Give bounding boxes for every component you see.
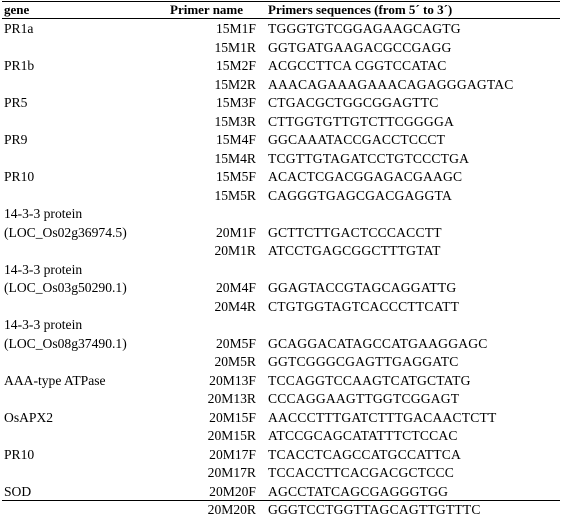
table-row: 15M4R TCGTTGTAGATCCTGTCCCTGA (0, 150, 566, 169)
primer-name-cell: 20M1F (215, 224, 256, 240)
primer-sequence-cell: ATCCGCAGCATATTTCTCCAC (268, 428, 458, 443)
table-row: AAA-type ATPase 20M13F TCCAGGTCCAAGTCATGCT… (0, 372, 566, 391)
primer-sequence-cell: GGTGATGAAGACGCCGAGG (268, 39, 452, 55)
table-row: 15M3R CTTGGTGTTGTCTTCGGGGA (0, 113, 566, 132)
primer-name-cell: 15M4R (214, 150, 256, 166)
table-row: 20M5R GGTCGGGCGAGTTGAGGATC (0, 353, 566, 372)
header-rule (2, 18, 560, 19)
gene-cell: PR10 (4, 169, 35, 184)
gene-cell: SOD (4, 483, 32, 499)
primer-sequence-cell: CTGACGCTGGCGGAGTTC (268, 95, 439, 110)
table-top-rule (2, 1, 560, 2)
table-row: SOD 20M20F AGCCTATCAGCGAGGGTGG (0, 483, 566, 502)
gene-cell: (LOC_Os08g37490.1) (4, 335, 127, 351)
primer-name-cell: 15M5F (215, 169, 256, 184)
table-row: 20M4R CTGTGGTAGTCACCCTTCATT (0, 298, 566, 317)
table-row: PR1b 15M2F ACGCCTTCA CGGTCCATAC (0, 57, 566, 76)
primer-name-cell: 20M20R (207, 502, 256, 517)
table-row: 14-3-3 protein (0, 316, 566, 335)
table-row: 15M5R CAGGGTGAGCGACGAGGTA (0, 187, 566, 206)
table-row: 20M20R GGGTCCTGGTTAGCAGTTGTTTC (0, 501, 566, 520)
primer-sequence-cell: TCCACCTTCACGACGCTCCC (268, 465, 455, 480)
primer-sequence-cell: GCAGGACATAGCCATGAAGGAGC (268, 335, 488, 351)
table-row: PR1a 15M1F TGGGTGTCGGAGAAGCAGTG (0, 20, 566, 39)
primer-sequence-cell: CTGTGGTAGTCACCCTTCATT (268, 298, 460, 314)
primer-sequence-cell: CTTGGTGTTGTCTTCGGGGA (268, 113, 454, 129)
primer-name-cell: 20M17F (209, 446, 256, 462)
gene-cell: PR1b (4, 58, 35, 73)
primer-name-cell: 20M4F (215, 280, 256, 295)
primer-sequence-cell: AAACAGAAAGAAACAGAGGGAGTAC (268, 76, 514, 92)
primer-name-cell: 15M4F (215, 132, 256, 147)
primer-sequence-cell: AACCCTTTGATCTTTGACAACTCTT (268, 409, 497, 425)
table-bottom-rule (2, 500, 560, 501)
primer-sequence-cell: CCCAGGAAGTTGGTCGGAGT (268, 391, 460, 406)
table-row: PR5 15M3F CTGACGCTGGCGGAGTTC (0, 94, 566, 113)
primer-name-cell: 20M20F (209, 483, 256, 499)
table-row: (LOC_Os03g50290.1) 20M4F GGAGTACCGTAGCAGGA… (0, 279, 566, 298)
primer-name-cell: 20M5F (215, 335, 256, 351)
primer-name-cell: 20M5R (214, 354, 256, 369)
table-row: PR10 15M5F ACACTCGACGGAGACGAAGC (0, 168, 566, 187)
primer-sequence-cell: ATCCTGAGCGGCTTTGTAT (268, 243, 441, 258)
table-row: PR10 20M17F TCACCTCAGCCATGCCATTCA (0, 446, 566, 465)
gene-cell: (LOC_Os03g50290.1) (4, 280, 127, 295)
gene-cell: PR9 (4, 132, 28, 147)
gene-cell: PR5 (4, 95, 28, 110)
table-row: 20M17R TCCACCTTCACGACGCTCCC (0, 464, 566, 483)
primer-sequence-cell: TCACCTCAGCCATGCCATTCA (268, 446, 462, 462)
header-primer-name: Primer name (170, 2, 244, 17)
primer-sequence-cell: GGTCGGGCGAGTTGAGGATC (268, 354, 459, 369)
header-gene: gene (4, 2, 30, 17)
primer-name-cell: 15M1F (215, 21, 256, 36)
primer-sequence-cell: GCTTCTTGACTCCCACCTT (268, 224, 442, 240)
primer-sequence-cell: ACGCCTTCA CGGTCCATAC (268, 58, 447, 73)
table-row: 14-3-3 protein (0, 205, 566, 224)
table-row: OsAPX2 20M15F AACCCTTTGATCTTTGACAACTCTT (0, 409, 566, 428)
primer-name-cell: 15M2F (215, 58, 256, 73)
primer-sequence-cell: TCGTTGTAGATCCTGTCCCTGA (268, 150, 470, 166)
table-row: 14-3-3 protein (0, 261, 566, 280)
primer-sequence-cell: AGCCTATCAGCGAGGGTGG (268, 483, 449, 499)
primer-sequence-cell: ACACTCGACGGAGACGAAGC (268, 169, 463, 184)
header-primer-sequences: Primers sequences (from 5´ to 3´) (268, 2, 453, 17)
primer-name-cell: 15M3R (214, 113, 256, 129)
table-row: 20M15R ATCCGCAGCATATTTCTCCAC (0, 427, 566, 446)
primer-name-cell: 20M15R (207, 428, 256, 443)
gene-cell: 14-3-3 protein (4, 206, 83, 221)
primer-sequence-cell: GGGTCCTGGTTAGCAGTTGTTTC (268, 502, 481, 517)
table-row: 20M1R ATCCTGAGCGGCTTTGTAT (0, 242, 566, 261)
primer-name-cell: 20M13R (207, 391, 256, 406)
primer-name-cell: 15M1R (214, 39, 256, 55)
gene-cell: OsAPX2 (4, 409, 54, 425)
primer-sequence-cell: TGGGTGTCGGAGAAGCAGTG (268, 21, 461, 36)
gene-cell: 14-3-3 protein (4, 261, 83, 277)
primer-name-cell: 20M1R (214, 243, 256, 258)
table-row: 15M2R AAACAGAAAGAAACAGAGGGAGTAC (0, 76, 566, 95)
primer-table: gene Primer name Primers sequences (from… (2, 1, 560, 517)
primer-sequence-cell: CAGGGTGAGCGACGAGGTA (268, 187, 452, 203)
primer-name-cell: 15M5R (214, 187, 256, 203)
gene-cell: 14-3-3 protein (4, 317, 83, 332)
primer-name-cell: 20M4R (214, 298, 256, 314)
primer-name-cell: 15M2R (214, 76, 256, 92)
primer-sequence-cell: GGCAAATACCGACCTCCCT (268, 132, 446, 147)
gene-cell: PR1a (4, 21, 34, 36)
primer-name-cell: 20M13F (209, 372, 256, 388)
primer-sequence-cell: TCCAGGTCCAAGTCATGCTATG (268, 372, 471, 388)
gene-cell: (LOC_Os02g36974.5) (4, 224, 127, 240)
table-row: 15M1R GGTGATGAAGACGCCGAGG (0, 39, 566, 58)
table-row: (LOC_Os02g36974.5) 20M1F GCTTCTTGACTCCCACC… (0, 224, 566, 243)
table-body: PR1a 15M1F TGGGTGTCGGAGAAGCAGTG 15M1R GGTGAT… (0, 20, 566, 520)
primer-name-cell: 20M17R (207, 465, 256, 480)
table-row: PR9 15M4F GGCAAATACCGACCTCCCT (0, 131, 566, 150)
primer-sequence-cell: GGAGTACCGTAGCAGGATTG (268, 280, 457, 295)
table-row: 20M13R CCCAGGAAGTTGGTCGGAGT (0, 390, 566, 409)
gene-cell: PR10 (4, 446, 35, 462)
table-row: (LOC_Os08g37490.1) 20M5F GCAGGACATAGCCATGA… (0, 335, 566, 354)
primer-name-cell: 20M15F (209, 409, 256, 425)
gene-cell: AAA-type ATPase (4, 372, 106, 388)
primer-name-cell: 15M3F (215, 95, 256, 110)
